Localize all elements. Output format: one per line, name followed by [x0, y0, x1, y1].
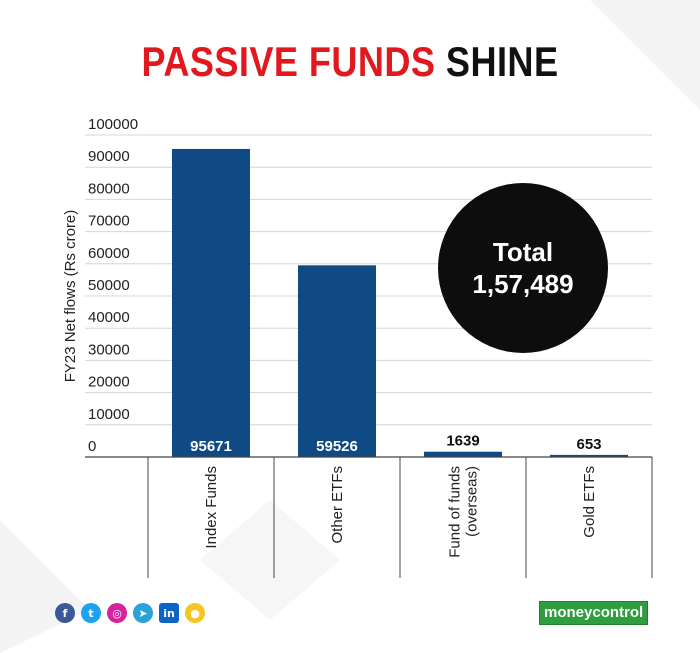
y-tick-label: 60000	[88, 245, 130, 262]
total-label: Total	[492, 237, 554, 267]
bar-value-label: 1639	[446, 433, 479, 450]
linkedin-icon[interactable]: in	[159, 603, 179, 623]
y-tick-label: 80000	[88, 180, 130, 197]
y-tick-label: 40000	[88, 309, 130, 326]
brand-logo[interactable]: moneycontrol	[539, 601, 649, 625]
bar-value-label: 95671	[190, 438, 232, 455]
social-links: f t ◎ ➤ in ●	[55, 603, 205, 623]
y-tick-label: 0	[88, 438, 96, 455]
page-title: PASSIVE FUNDS SHINE	[49, 38, 651, 86]
instagram-icon[interactable]: ◎	[107, 603, 127, 623]
bar	[550, 454, 628, 457]
koo-icon[interactable]: ●	[185, 603, 205, 623]
x-tick-label: Index Funds	[203, 466, 220, 549]
bar	[424, 451, 502, 457]
bar-chart: 0 10000 20000 30000 40000 50000 60000 70000 8000…	[62, 116, 653, 578]
bar	[172, 148, 250, 457]
telegram-icon[interactable]: ➤	[133, 603, 153, 623]
x-tick-label: Fund of funds	[447, 466, 464, 558]
bar	[298, 265, 376, 457]
bar-value-label: 59526	[316, 438, 358, 455]
total-value: 1,57,489	[472, 269, 574, 299]
bar-value-label: 653	[576, 436, 601, 453]
x-tick-label: Other ETFs	[329, 466, 346, 544]
y-tick-label: 100000	[88, 116, 138, 133]
y-tick-label: 20000	[88, 374, 130, 391]
y-tick-label: 30000	[88, 341, 130, 358]
y-tick-label: 90000	[88, 148, 130, 165]
x-tick-label: Gold ETFs	[581, 466, 598, 538]
twitter-icon[interactable]: t	[81, 603, 101, 623]
facebook-icon[interactable]: f	[55, 603, 75, 623]
x-tick-label: (overseas)	[464, 466, 481, 537]
title-highlight: PASSIVE FUNDS	[141, 38, 436, 85]
y-tick-label: 10000	[88, 406, 130, 423]
y-axis-title: FY23 Net flows (Rs crore)	[62, 210, 79, 383]
y-tick-label: 50000	[88, 277, 130, 294]
title-rest: SHINE	[445, 38, 559, 85]
total-badge: Total 1,57,489	[438, 183, 608, 353]
y-tick-label: 70000	[88, 213, 130, 230]
